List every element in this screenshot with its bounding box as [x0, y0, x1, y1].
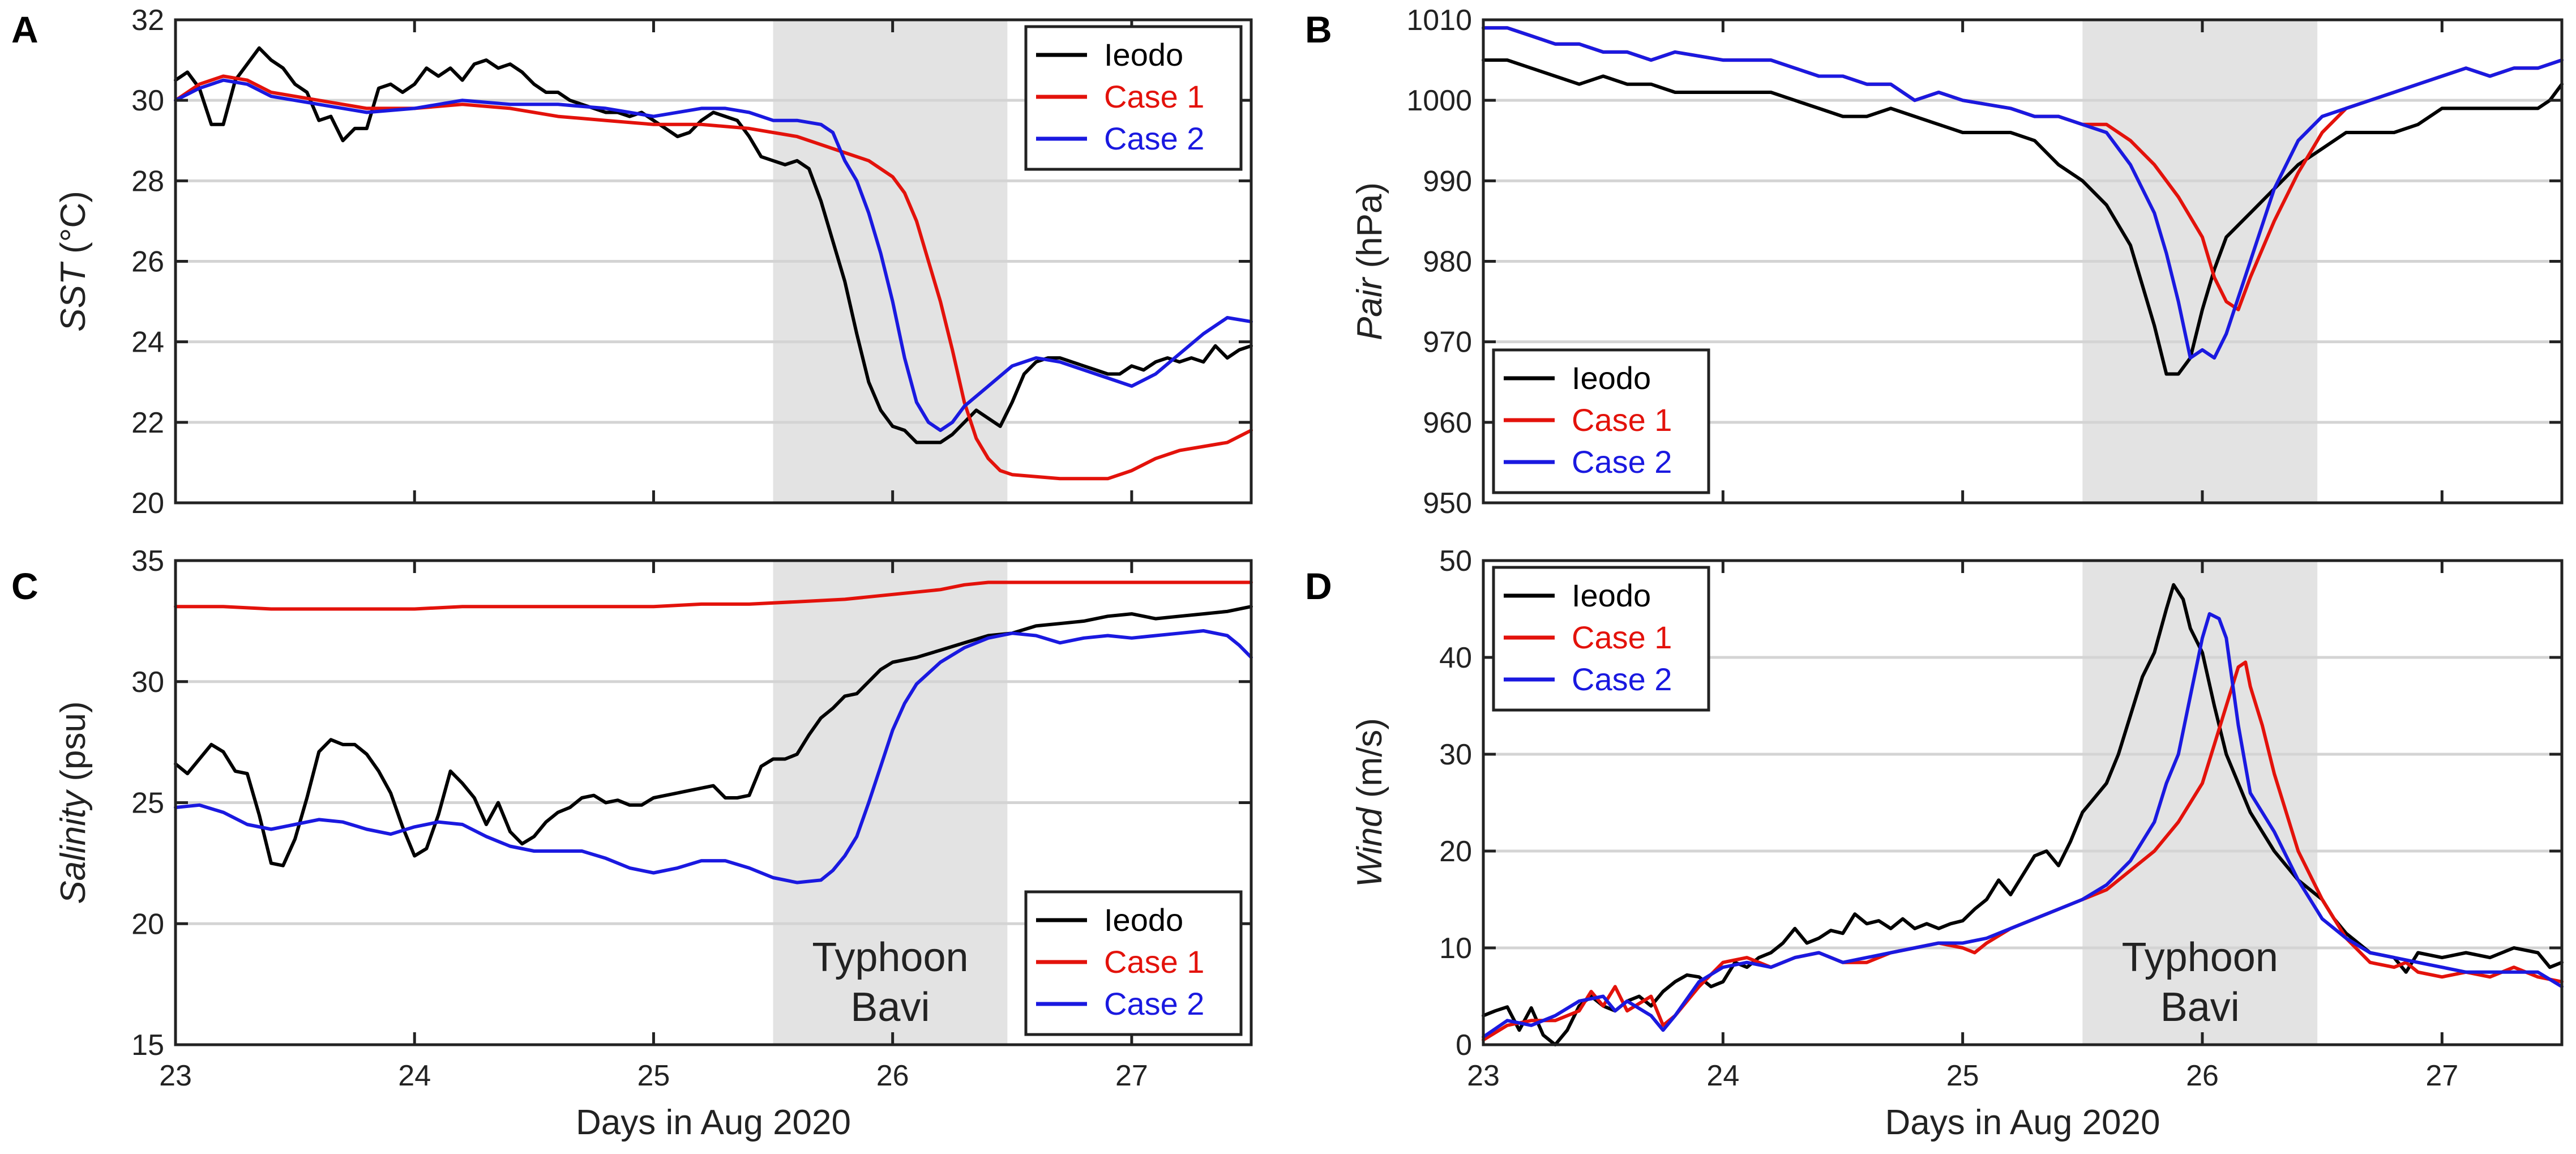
series-line-case-2: [1482, 612, 2564, 1039]
x-tick-label: 24: [398, 1059, 431, 1092]
panel-letter: C: [11, 565, 38, 607]
y-axis-title: Wind (m/s): [1350, 718, 1389, 887]
legend-label: Case 1: [1104, 944, 1204, 980]
legend-label: Ieodo: [1572, 360, 1651, 396]
legend-label: Ieodo: [1104, 37, 1183, 72]
typhoon-annotation: Bavi: [850, 985, 930, 1030]
series-line-case-2: [174, 78, 1253, 432]
y-axis-title-variable: Pair: [1350, 276, 1389, 340]
y-tick-label: 960: [1423, 407, 1472, 439]
y-axis-title-variable: SST: [54, 261, 93, 332]
typhoon-annotation: Typhoon: [2122, 935, 2278, 980]
y-axis-title: Salinity (psu): [54, 701, 93, 904]
y-tick-label: 50: [1439, 545, 1472, 578]
panel-a: 20 22 24 26 28 30 32 SST (°C) A Ieodo Case 1 Case 2: [11, 4, 1253, 520]
y-tick-label: 950: [1423, 487, 1472, 520]
panel-d: Typhoon Bavi 0 10 20 30 40 50 23 24 25 26 27 Days in …: [1305, 545, 2564, 1142]
y-tick-label: 10: [1439, 932, 1472, 965]
y-tick-label: 30: [131, 84, 164, 117]
panel-letter: A: [11, 8, 38, 50]
y-tick-label: 25: [131, 787, 164, 820]
y-tick-label: 20: [1439, 835, 1472, 868]
panel-b: 950 960 970 980 990 1000 1010 Pair (hPa) B Ieodo C…: [1305, 4, 2564, 520]
series-line-ieodo: [1482, 58, 2564, 376]
y-tick-label: 26: [131, 246, 164, 279]
y-tick-label: 0: [1456, 1029, 1472, 1062]
x-tick-label: 26: [876, 1059, 909, 1092]
x-tick-label: 25: [637, 1059, 670, 1092]
y-tick-label: 1010: [1406, 4, 1472, 37]
y-tick-label: 35: [131, 545, 164, 578]
y-tick-label: 970: [1423, 326, 1472, 359]
panel-c: Typhoon Bavi 15 20 25 30 35 23 24 25 26 27 Days in A…: [11, 545, 1253, 1142]
y-axis-title-unit: (°C): [54, 191, 93, 263]
panel-letter: D: [1305, 565, 1332, 607]
series-line-ieodo: [174, 605, 1253, 867]
y-axis-title: Pair (hPa): [1350, 182, 1389, 340]
y-axis-title-unit: (psu): [54, 701, 93, 790]
legend-label: Case 1: [1104, 79, 1204, 114]
y-axis-title-unit: (hPa): [1350, 182, 1389, 278]
legend-label: Case 2: [1572, 661, 1672, 697]
axes-frame: [1482, 559, 2564, 1046]
y-tick-label: 20: [131, 908, 164, 941]
series-line-ieodo: [1482, 583, 2564, 1046]
x-tick-label: 23: [1467, 1059, 1500, 1092]
y-axis-title-variable: Salinity: [54, 789, 93, 904]
legend: Ieodo Case 1 Case 2: [1492, 348, 1710, 494]
legend-label: Case 2: [1104, 121, 1204, 156]
series-line-case-2: [1482, 26, 2564, 360]
x-tick-label: 27: [2425, 1059, 2458, 1092]
x-axis-title: Days in Aug 2020: [576, 1103, 851, 1142]
y-axis-title-variable: Wind: [1350, 806, 1389, 887]
y-tick-label: 1000: [1406, 84, 1472, 117]
y-axis-title-unit: (m/s): [1350, 718, 1389, 807]
x-tick-label: 24: [1706, 1059, 1739, 1092]
y-tick-label: 980: [1423, 246, 1472, 279]
x-tick-label: 27: [1115, 1059, 1148, 1092]
y-tick-label: 24: [131, 326, 164, 359]
legend: Ieodo Case 1 Case 2: [1024, 25, 1243, 171]
y-tick-label: 28: [131, 165, 164, 198]
x-tick-label: 23: [159, 1059, 192, 1092]
x-tick-label: 25: [1946, 1059, 1979, 1092]
y-tick-label: 32: [131, 4, 164, 37]
y-tick-label: 22: [131, 407, 164, 439]
x-axis-title: Days in Aug 2020: [1885, 1103, 2160, 1142]
typhoon-annotation: Bavi: [2160, 985, 2240, 1030]
legend: Ieodo Case 1 Case 2: [1024, 890, 1243, 1036]
series-line-case-1: [174, 580, 1253, 611]
legend-label: Case 2: [1104, 986, 1204, 1021]
legend-label: Case 1: [1572, 619, 1672, 655]
y-tick-label: 990: [1423, 165, 1472, 198]
typhoon-annotation: Typhoon: [812, 935, 968, 980]
legend-label: Ieodo: [1104, 902, 1183, 938]
series-line-case-1: [174, 74, 1253, 481]
y-tick-label: 30: [131, 666, 164, 699]
series-line-case-2: [174, 629, 1253, 884]
x-tick-label: 26: [2186, 1059, 2219, 1092]
y-tick-label: 30: [1439, 738, 1472, 771]
legend-label: Case 2: [1572, 444, 1672, 480]
series-line-ieodo: [174, 46, 1253, 444]
legend: Ieodo Case 1 Case 2: [1492, 566, 1710, 712]
y-tick-label: 40: [1439, 642, 1472, 674]
legend-label: Case 1: [1572, 402, 1672, 438]
panel-letter: B: [1305, 8, 1332, 50]
y-tick-label: 15: [131, 1029, 164, 1062]
legend-label: Ieodo: [1572, 578, 1651, 613]
y-axis-title: SST (°C): [54, 191, 93, 332]
y-tick-label: 20: [131, 487, 164, 520]
